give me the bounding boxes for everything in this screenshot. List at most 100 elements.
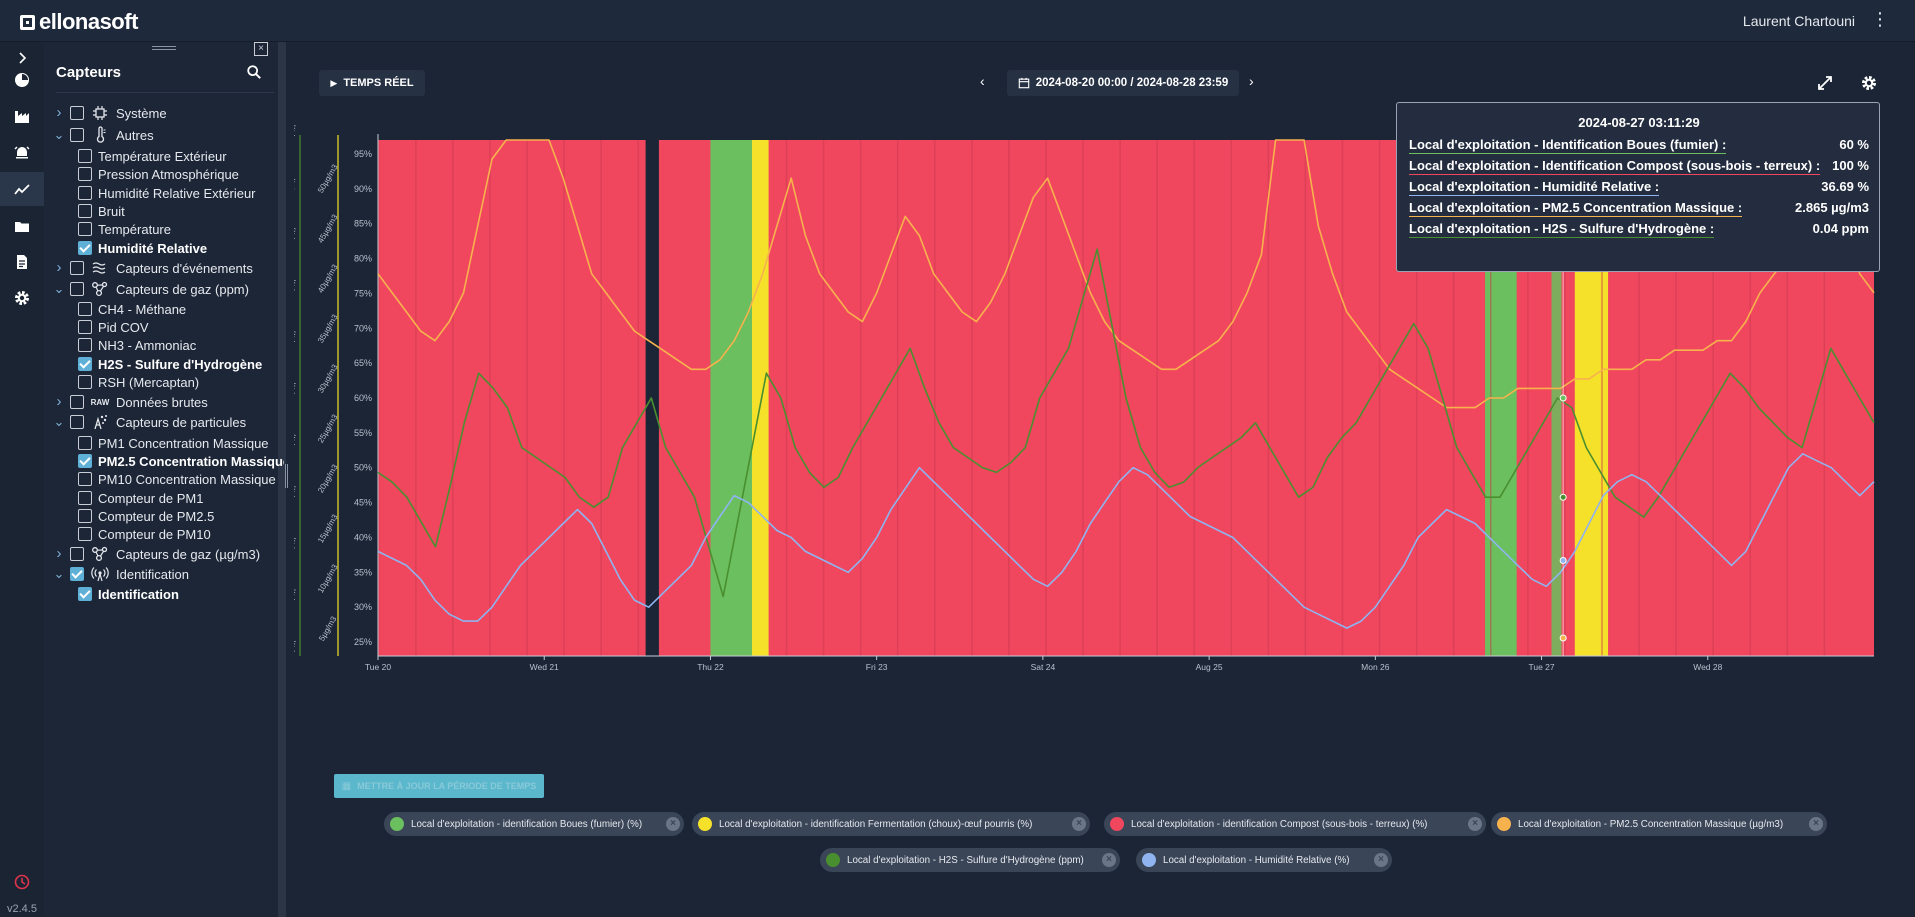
document-icon[interactable] <box>0 246 44 278</box>
clock-alert-icon[interactable] <box>0 866 44 898</box>
chevron-left-icon[interactable]: ‹ <box>980 73 985 89</box>
checkbox[interactable] <box>70 395 84 409</box>
tree-item[interactable]: Température <box>44 218 284 240</box>
chevron-right-icon[interactable]: › <box>56 259 62 276</box>
chevron-down-icon[interactable]: ⌄ <box>53 281 65 296</box>
update-period-button[interactable]: ▦ METTRE À JOUR LA PÉRIODE DE TEMPS <box>334 774 544 798</box>
folder-icon[interactable] <box>0 210 44 242</box>
legend-chip[interactable]: Local d'exploitation - Humidité Relative… <box>1136 848 1392 872</box>
search-icon[interactable] <box>246 64 264 82</box>
alarm-icon[interactable] <box>0 136 44 168</box>
tree-item[interactable]: ⌄ Capteurs de particules <box>44 411 284 433</box>
tree-item[interactable]: Compteur de PM2.5 <box>44 505 284 527</box>
legend-chip[interactable]: Local d'exploitation - PM2.5 Concentrati… <box>1491 812 1827 836</box>
tree-item[interactable]: › RAW Données brutes <box>44 391 284 413</box>
chevron-right-icon[interactable]: › <box>56 393 62 410</box>
checkbox[interactable] <box>78 186 92 200</box>
legend-chip[interactable]: Local d'exploitation - identification Co… <box>1104 812 1486 836</box>
checkbox[interactable] <box>78 204 92 218</box>
band-stripe <box>378 140 380 656</box>
tree-item[interactable]: › Capteurs de gaz (µg/m3) <box>44 543 284 565</box>
user-name[interactable]: Laurent Chartouni <box>1742 13 1855 29</box>
checkbox[interactable] <box>78 454 92 468</box>
gear-icon[interactable] <box>0 282 44 314</box>
drag-handle[interactable] <box>152 46 176 50</box>
tree-item[interactable]: Pression Atmosphérique <box>44 163 284 185</box>
tree-item[interactable]: RSH (Mercaptan) <box>44 371 284 393</box>
checkbox[interactable] <box>70 567 84 581</box>
remove-icon[interactable]: × <box>1374 853 1388 867</box>
close-icon[interactable]: × <box>254 42 268 56</box>
chevron-down-icon[interactable]: ⌄ <box>53 127 65 142</box>
checkbox[interactable] <box>78 491 92 505</box>
chevron-down-icon[interactable]: ⌄ <box>53 566 65 581</box>
tree-item[interactable]: CH4 - Méthane <box>44 298 284 320</box>
tree-item[interactable]: Identification <box>44 583 284 605</box>
resize-handle[interactable] <box>285 464 288 488</box>
tree-item[interactable]: PM1 Concentration Massique <box>44 432 284 454</box>
checkbox[interactable] <box>78 222 92 236</box>
tree-item[interactable]: Bruit <box>44 200 284 222</box>
chevron-right-icon[interactable]: › <box>1249 73 1254 89</box>
more-vertical-icon[interactable]: ⋮ <box>1871 9 1889 29</box>
tree-item[interactable]: Température Extérieur <box>44 145 284 167</box>
checkbox[interactable] <box>70 106 84 120</box>
tree-item[interactable]: ⌄ Identification <box>44 563 284 585</box>
checkbox[interactable] <box>78 509 92 523</box>
band-stripe <box>859 140 862 656</box>
checkbox[interactable] <box>78 302 92 316</box>
tree-item[interactable]: ⌄ Capteurs de gaz (ppm) <box>44 278 284 300</box>
tree-item[interactable]: Compteur de PM10 <box>44 523 284 545</box>
expand-icon[interactable] <box>1816 74 1834 92</box>
remove-icon[interactable]: × <box>666 817 680 831</box>
tooltip-label: Local d'exploitation - PM2.5 Concentrati… <box>1409 200 1743 217</box>
chevron-right-icon[interactable]: › <box>56 104 62 121</box>
tree-item[interactable]: NH3 - Ammoniac <box>44 334 284 356</box>
chevron-right-icon[interactable] <box>0 42 44 74</box>
chevron-down-icon[interactable]: ⌄ <box>53 414 65 429</box>
realtime-button[interactable]: ▶ TEMPS RÉEL <box>319 70 425 96</box>
legend-chip[interactable]: Local d'exploitation - identification Bo… <box>384 812 684 836</box>
tree-item[interactable]: H2S - Sulfure d'Hydrogène <box>44 353 284 375</box>
tree-item[interactable]: PM2.5 Concentration Massique <box>44 450 284 472</box>
chevron-right-icon[interactable]: › <box>56 545 62 562</box>
tree-item-label: Identification <box>116 566 189 582</box>
checkbox[interactable] <box>78 167 92 181</box>
y-tick-label: 80% <box>354 254 372 264</box>
checkbox[interactable] <box>78 436 92 450</box>
tree-item[interactable]: › Système <box>44 102 284 124</box>
checkbox[interactable] <box>78 357 92 371</box>
tree-item[interactable]: Compteur de PM1 <box>44 487 284 509</box>
tree-item[interactable]: › Capteurs d'événements <box>44 257 284 279</box>
chart-line-icon[interactable] <box>0 172 44 206</box>
checkbox[interactable] <box>70 128 84 142</box>
tree-item[interactable]: Humidité Relative <box>44 237 284 259</box>
checkbox[interactable] <box>78 241 92 255</box>
checkbox[interactable] <box>78 338 92 352</box>
checkbox[interactable] <box>70 415 84 429</box>
checkbox[interactable] <box>78 472 92 486</box>
checkbox[interactable] <box>70 547 84 561</box>
checkbox[interactable] <box>78 587 92 601</box>
checkbox[interactable] <box>70 282 84 296</box>
remove-icon[interactable]: × <box>1072 817 1086 831</box>
tree-item[interactable]: Pid COV <box>44 316 284 338</box>
tree-item[interactable]: PM10 Concentration Massique <box>44 468 284 490</box>
tree-item[interactable]: Humidité Relative Extérieur <box>44 182 284 204</box>
period-picker[interactable]: 2024-08-20 00:00 / 2024-08-28 23:59 <box>1007 70 1239 96</box>
checkbox[interactable] <box>78 527 92 541</box>
legend-chip[interactable]: Local d'exploitation - H2S - Sulfure d'H… <box>820 848 1120 872</box>
settings-icon[interactable] <box>1860 74 1878 92</box>
tree-item[interactable]: ⌄ Autres <box>44 124 284 146</box>
remove-icon[interactable]: × <box>1809 817 1823 831</box>
remove-icon[interactable]: × <box>1468 817 1482 831</box>
remove-icon[interactable]: × <box>1102 853 1116 867</box>
checkbox[interactable] <box>78 375 92 389</box>
app-logo[interactable]: ellonasoft <box>20 9 138 35</box>
checkbox[interactable] <box>70 261 84 275</box>
checkbox[interactable] <box>78 320 92 334</box>
dashboard-icon[interactable] <box>0 64 44 96</box>
legend-chip[interactable]: Local d'exploitation - identification Fe… <box>692 812 1090 836</box>
factory-icon[interactable] <box>0 100 44 132</box>
checkbox[interactable] <box>78 149 92 163</box>
